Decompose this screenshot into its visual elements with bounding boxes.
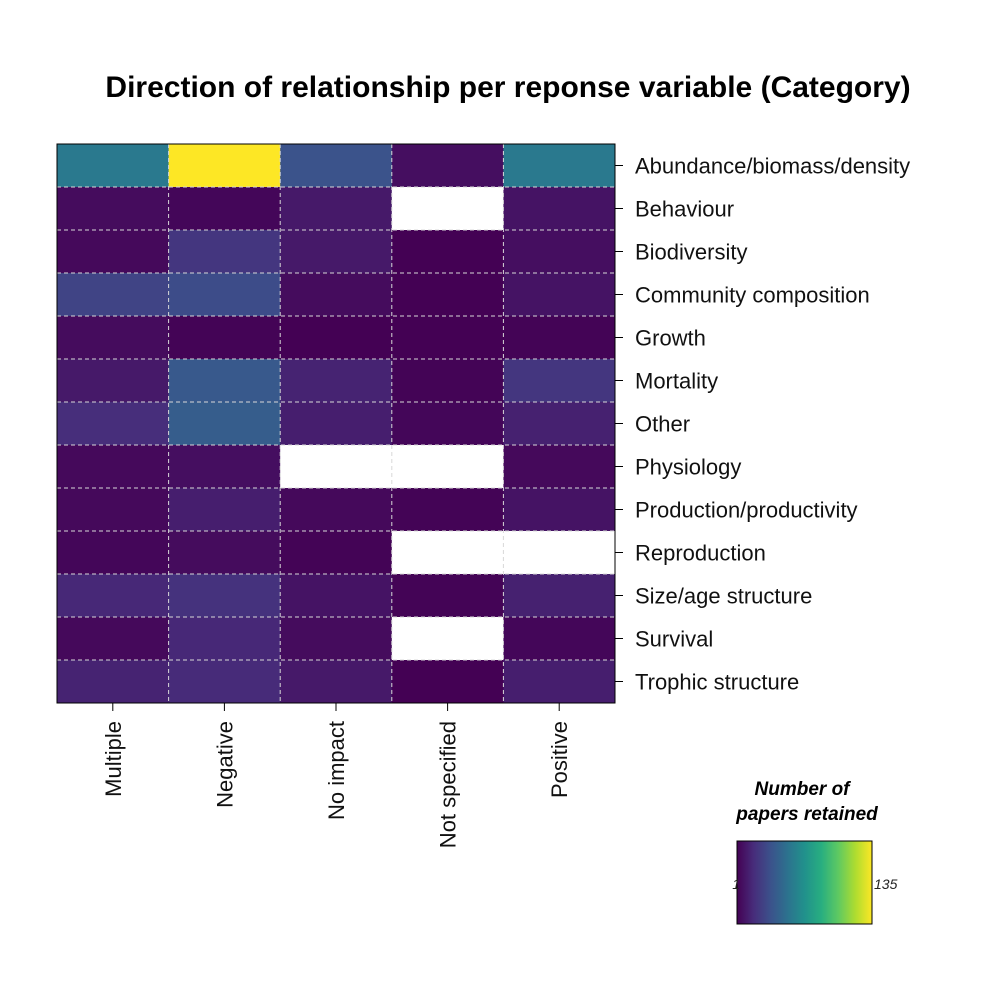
row-label: Physiology [635, 455, 741, 480]
heatmap-cell [57, 574, 170, 618]
heatmap-cell [503, 359, 616, 403]
heatmap-cell [391, 273, 504, 317]
heatmap-cell [391, 359, 504, 403]
column-label: Multiple [101, 721, 126, 797]
heatmap-cell [57, 273, 170, 317]
heatmap-cell [57, 488, 170, 532]
heatmap-cell [57, 230, 170, 274]
heatmap-cell [503, 273, 616, 317]
legend-title-line1: Number of [755, 779, 852, 800]
heatmap-cell [503, 660, 616, 704]
heatmap-cell [391, 230, 504, 274]
heatmap-cell [168, 273, 281, 317]
row-label: Trophic structure [635, 670, 799, 695]
heatmap-cell [391, 187, 504, 231]
heatmap-cell [391, 531, 504, 575]
heatmap-cell [168, 531, 281, 575]
legend-title-line2: papers retained [735, 804, 878, 825]
heatmap-cell [57, 660, 170, 704]
column-label: Negative [212, 721, 237, 808]
heatmap-cell [168, 617, 281, 661]
heatmap-cell [168, 316, 281, 360]
column-axis: Multiple Negative No impact Not specified Po… [101, 703, 572, 848]
heatmap-cell [168, 402, 281, 446]
heatmap-cell [503, 445, 616, 489]
column-label: Positive [547, 721, 572, 798]
row-label: Abundance/biomass/density [635, 154, 910, 179]
heatmap-cell [168, 144, 281, 188]
heatmap-cell [391, 617, 504, 661]
heatmap-cell [280, 273, 393, 317]
row-axis: Abundance/biomass/density Behaviour Biodiv… [615, 154, 910, 695]
heatmap-cell [57, 617, 170, 661]
heatmap-cell [280, 531, 393, 575]
heatmap-cell [168, 187, 281, 231]
heatmap-cell [168, 488, 281, 532]
column-label: Not specified [436, 721, 461, 848]
legend-color-bar [736, 840, 873, 925]
heatmap-cell [280, 574, 393, 618]
heatmap-cell [280, 187, 393, 231]
heatmap-cell [391, 144, 504, 188]
row-label: Mortality [635, 369, 718, 394]
heatmap-cell [57, 316, 170, 360]
heatmap-cell [280, 660, 393, 704]
heatmap-cell [280, 488, 393, 532]
heatmap-cell [503, 316, 616, 360]
legend-max-label: 135 [874, 876, 898, 892]
heatmap-cell [280, 617, 393, 661]
heatmap-cell [57, 359, 170, 403]
row-label: Community composition [635, 283, 870, 308]
legend-min-label: 1 [732, 876, 740, 892]
heatmap-cell [503, 187, 616, 231]
heatmap-cell [503, 617, 616, 661]
heatmap-cell [503, 402, 616, 446]
heatmap-cell [391, 574, 504, 618]
heatmap-gridlines [57, 144, 615, 703]
heatmap-cell [168, 359, 281, 403]
heatmap-cell [391, 316, 504, 360]
heatmap-cell [168, 574, 281, 618]
heatmap-cells [57, 144, 616, 704]
heatmap-cell [57, 531, 170, 575]
row-label: Survival [635, 627, 713, 652]
heatmap-cell [503, 531, 616, 575]
heatmap-cell [168, 230, 281, 274]
row-label: Biodiversity [635, 240, 747, 265]
heatmap-cell [391, 402, 504, 446]
heatmap-cell [391, 488, 504, 532]
heatmap-cell [168, 660, 281, 704]
heatmap-cell [503, 230, 616, 274]
heatmap-cell [503, 574, 616, 618]
heatmap-cell [57, 187, 170, 231]
heatmap-cell [280, 144, 393, 188]
color-legend: Number of papers retained 1 135 [732, 779, 898, 925]
heatmap-cell [503, 488, 616, 532]
row-label: Production/productivity [635, 498, 858, 523]
heatmap-cell [57, 144, 170, 188]
heatmap-cell [280, 316, 393, 360]
row-label: Other [635, 412, 690, 437]
row-label: Growth [635, 326, 706, 351]
heatmap-cell [57, 445, 170, 489]
heatmap-cell [503, 144, 616, 188]
column-label: No impact [324, 721, 349, 820]
heatmap-cell [391, 660, 504, 704]
heatmap-cell [280, 230, 393, 274]
heatmap-cell [280, 445, 393, 489]
heatmap-cell [57, 402, 170, 446]
heatmap-cell [391, 445, 504, 489]
row-label: Size/age structure [635, 584, 812, 609]
row-label: Reproduction [635, 541, 766, 566]
row-label: Behaviour [635, 197, 734, 222]
chart-title: Direction of relationship per reponse va… [105, 71, 910, 104]
heatmap-cell [280, 359, 393, 403]
heatmap-cell [280, 402, 393, 446]
heatmap-cell [168, 445, 281, 489]
